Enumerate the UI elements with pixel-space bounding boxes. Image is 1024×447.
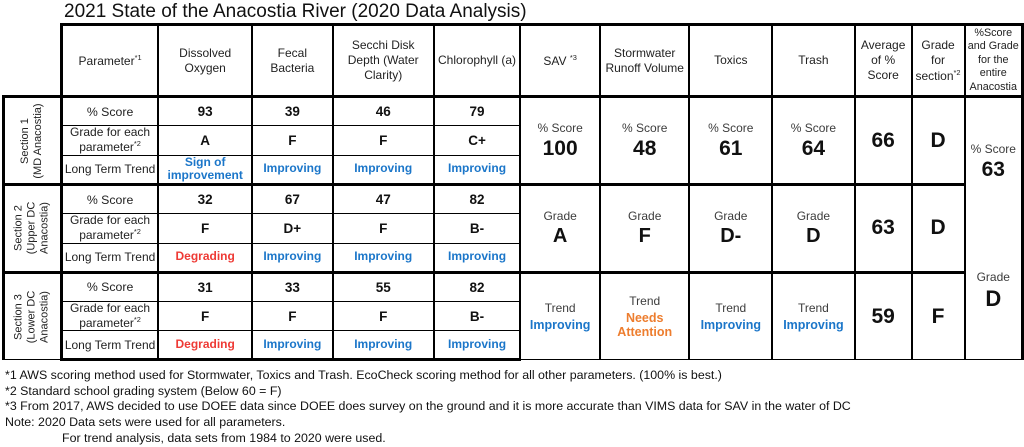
trend-cell: Improving <box>251 330 334 362</box>
section3-trend-row: Long Term Trend Degrading Improving Impr… <box>4 330 1023 362</box>
row-label-grade: Grade for each parameter*2 <box>60 300 160 332</box>
section1-average: 66 <box>853 94 913 186</box>
score-cell: 67 <box>251 183 334 215</box>
entire-anacostia-cell: % Score 63 Grade D <box>963 94 1024 361</box>
header-sav: SAV *3 <box>519 23 601 98</box>
section1-score-row: Section 1 (MD Anacostia) % Score 93 39 46… <box>2 94 1024 361</box>
footnote-5: For trend analysis, data sets from 1984 … <box>62 430 386 445</box>
stormwater-grade-cell: Grade F <box>598 183 691 273</box>
grade-cell: F <box>157 300 254 332</box>
grade-cell: F <box>251 125 334 156</box>
trend-cell: Improving <box>432 242 522 274</box>
footnote-3: *3 From 2017, AWS decided to use DOEE da… <box>5 399 851 414</box>
grade-cell: F <box>157 213 254 244</box>
row-label-score: % Score <box>60 270 160 302</box>
sav-score-cell: % Score 100 <box>519 94 601 186</box>
row-label-trend: Long Term Trend <box>60 242 160 274</box>
section1-grade: D <box>910 94 966 186</box>
header-average-score: Average of % Score <box>853 23 913 98</box>
section1-trend-row: Long Term Trend Sign of improvement Impr… <box>4 154 1023 187</box>
score-cell: 82 <box>432 270 522 302</box>
section-3-label: Section 3 (Lower DC Anacostia) <box>2 270 63 361</box>
header-fecal-bacteria: Fecal Bacteria <box>251 23 334 98</box>
trend-cell: Sign of improvement <box>157 154 254 187</box>
trend-cell: Improving <box>331 154 435 187</box>
header-stormwater: Stormwater Runoff Volume <box>598 23 691 98</box>
section3-grade: F <box>910 270 966 361</box>
row-label-trend: Long Term Trend <box>60 154 160 187</box>
score-cell: 93 <box>157 95 254 126</box>
section2-grade-row: Grade for each parameter*2 F D+ F B- <box>4 213 1023 244</box>
anacostia-report-table: Parameter*1 Dissolved Oxygen Fecal Bacte… <box>2 23 1024 362</box>
section3-score-row: Section 3 (Lower DC Anacostia) % Score 31 … <box>2 270 1023 361</box>
score-cell: 39 <box>251 95 334 126</box>
header-row: Parameter*1 Dissolved Oxygen Fecal Bacte… <box>4 23 1024 98</box>
score-cell: 47 <box>331 183 435 215</box>
section-2-label: Section 2 (Upper DC Anacostia) <box>2 183 63 273</box>
stormwater-trend-cell: Trend Needs Attention <box>598 270 691 361</box>
header-parameter: Parameter*1 <box>59 23 160 98</box>
trash-trend-cell: Trend Improving <box>771 270 856 361</box>
header-chlorophyll: Chlorophyll (a) <box>432 23 522 98</box>
sav-grade-cell: Grade A <box>519 183 601 273</box>
row-label-score: % Score <box>60 183 160 215</box>
section2-grade: D <box>910 183 966 273</box>
header-secchi-disk: Secchi Disk Depth (Water Clarity) <box>331 23 435 98</box>
stormwater-score-cell: % Score 48 <box>598 94 691 186</box>
trend-cell: Improving <box>432 154 522 187</box>
grade-cell: B- <box>432 300 522 332</box>
header-entire-anacostia: %Score and Grade for the entire Anacosti… <box>963 23 1024 98</box>
row-label-score: % Score <box>60 95 160 126</box>
toxics-grade-cell: Grade D- <box>688 183 774 273</box>
header-trash: Trash <box>771 23 856 98</box>
toxics-trend-cell: Trend Improving <box>688 270 774 361</box>
trend-cell: Improving <box>331 242 435 274</box>
grade-cell: F <box>331 300 435 332</box>
trash-score-cell: % Score 64 <box>771 94 856 186</box>
score-cell: 46 <box>331 95 435 126</box>
footnote-2: *2 Standard school grading system (Below… <box>5 383 282 398</box>
score-cell: 79 <box>432 95 522 126</box>
grade-cell: A <box>157 125 254 156</box>
score-cell: 33 <box>251 270 334 302</box>
trend-cell: Improving <box>251 242 334 274</box>
score-cell: 82 <box>432 183 522 215</box>
score-cell: 31 <box>157 270 254 302</box>
header-dissolved-oxygen: Dissolved Oxygen <box>157 23 254 98</box>
header-toxics: Toxics <box>688 23 774 98</box>
footnotes: *1 AWS scoring method used for Stormwate… <box>5 368 851 447</box>
grade-cell: F <box>331 125 435 156</box>
section2-average: 63 <box>853 183 913 273</box>
grade-cell: F <box>251 300 334 332</box>
header-grade-for-section: Grade for section*2 <box>910 23 966 98</box>
footnote-4: Note: 2020 Data sets were used for all p… <box>5 415 286 430</box>
grade-cell: F <box>331 213 435 244</box>
page-title: 2021 State of the Anacostia River (2020 … <box>64 1 527 22</box>
grade-cell: D+ <box>251 213 334 244</box>
corner-cell <box>4 25 62 97</box>
row-label-trend: Long Term Trend <box>60 330 160 362</box>
row-label-grade: Grade for each parameter*2 <box>60 213 160 244</box>
section2-trend-row: Long Term Trend Degrading Improving Impr… <box>4 242 1023 274</box>
footnote-1: *1 AWS scoring method used for Stormwate… <box>5 368 722 382</box>
section3-grade-row: Grade for each parameter*2 F F F B- <box>4 300 1023 332</box>
sav-trend-cell: Trend Improving <box>519 270 601 361</box>
trash-grade-cell: Grade D <box>771 183 856 273</box>
trend-cell: Degrading <box>157 330 254 362</box>
section-1-label: Section 1 (MD Anacostia) <box>2 94 63 186</box>
section2-score-row: Section 2 (Upper DC Anacostia) % Score 32 … <box>2 183 1023 273</box>
grade-cell: B- <box>432 213 522 244</box>
score-cell: 32 <box>157 183 254 215</box>
score-cell: 55 <box>331 270 435 302</box>
toxics-score-cell: % Score 61 <box>688 94 774 186</box>
section3-average: 59 <box>853 270 913 361</box>
trend-cell: Improving <box>331 330 435 362</box>
row-label-grade: Grade for each parameter*2 <box>60 125 160 156</box>
trend-cell: Improving <box>432 330 522 362</box>
trend-cell: Improving <box>251 154 334 187</box>
grade-cell: C+ <box>432 125 522 156</box>
trend-cell: Degrading <box>157 242 254 274</box>
